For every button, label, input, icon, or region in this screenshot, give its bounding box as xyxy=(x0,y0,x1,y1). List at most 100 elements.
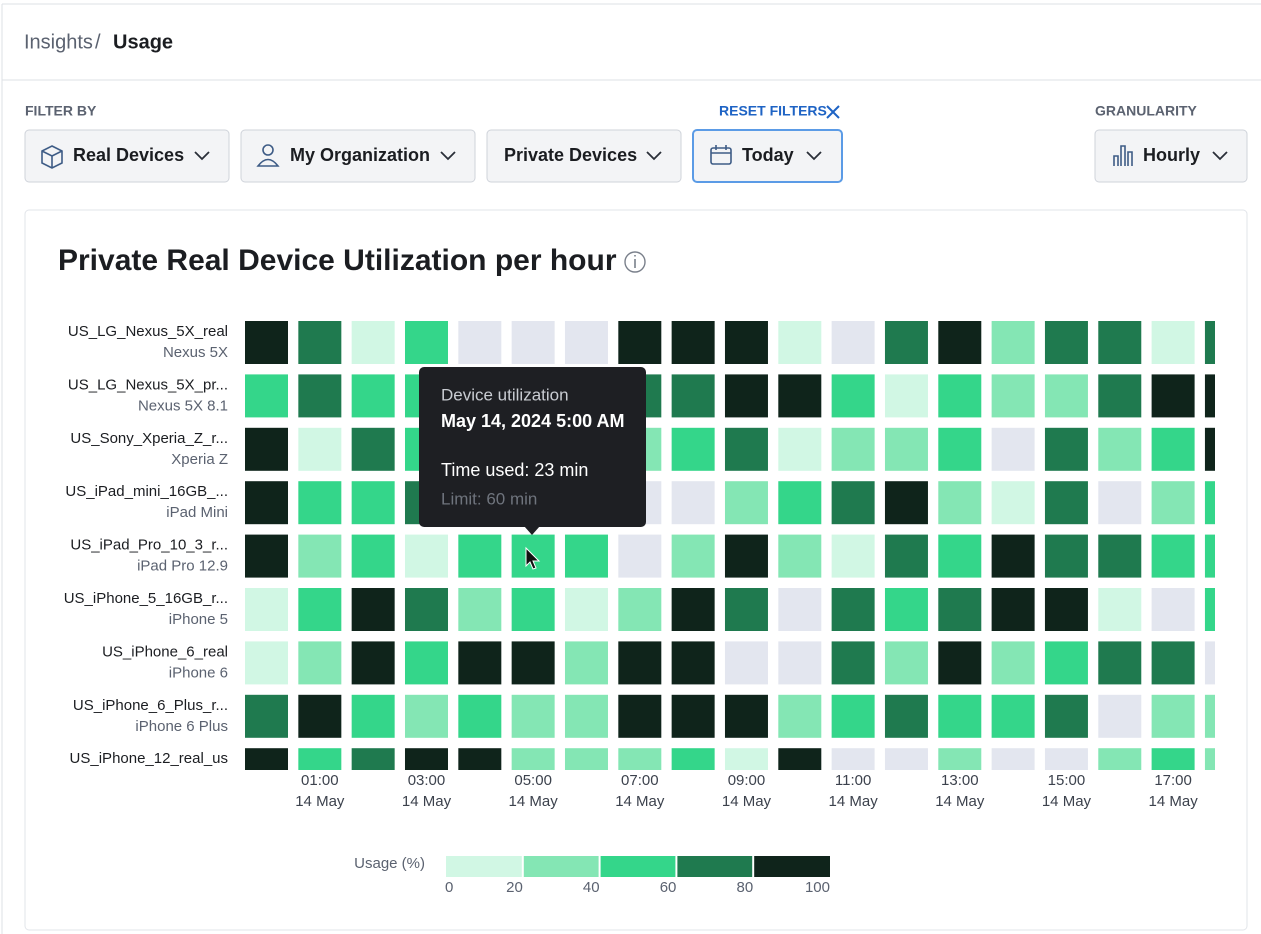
filter-label: FILTER BY xyxy=(25,103,97,119)
empty-cell xyxy=(884,748,928,770)
heatmap-cell xyxy=(351,588,395,631)
x-tick-date: 14 May xyxy=(615,793,665,810)
heatmap-cell xyxy=(564,641,608,685)
heatmap-cell xyxy=(884,534,928,578)
heatmap-cell xyxy=(938,534,982,578)
dropdown-label[interactable]: Real Devices xyxy=(73,145,184,165)
heatmap-cell xyxy=(831,481,875,525)
heatmap-cell xyxy=(1204,748,1215,770)
heatmap-cell xyxy=(245,481,288,525)
dropdown-label[interactable]: Today xyxy=(742,145,794,165)
heatmap-cell xyxy=(404,588,448,631)
heatmap-cell xyxy=(351,481,395,525)
row-name: US_iPhone_12_real_us xyxy=(70,750,228,767)
x-tick-date: 14 May xyxy=(402,793,452,810)
heatmap-cell xyxy=(831,694,875,738)
reset-icon[interactable] xyxy=(826,105,840,119)
dropdown[interactable]: My Organization xyxy=(240,129,476,183)
heatmap-cell xyxy=(724,534,768,578)
heatmap-cell xyxy=(991,588,1035,631)
dropdown[interactable]: Hourly xyxy=(1094,129,1248,183)
heatmap-cell xyxy=(1044,641,1088,685)
cursor xyxy=(525,546,541,570)
x-tick-date: 14 May xyxy=(935,793,985,810)
dropdown-label[interactable]: My Organization xyxy=(290,145,430,165)
reset-filters[interactable]: RESET FILTERS xyxy=(719,103,827,119)
x-tick-date: 14 May xyxy=(1149,793,1199,810)
breadcrumb-parent[interactable]: Insights xyxy=(24,31,93,53)
heatmap-cell xyxy=(884,588,928,631)
heatmap-cell xyxy=(1098,427,1142,471)
legend-tick: 80 xyxy=(737,879,754,896)
empty-cell xyxy=(778,588,822,631)
empty-cell xyxy=(671,481,715,525)
heatmap-cell xyxy=(351,374,395,418)
heatmap-cell xyxy=(298,321,342,364)
legend-swatch xyxy=(446,856,522,877)
heatmap-cell xyxy=(884,694,928,738)
heatmap-cell xyxy=(991,374,1035,418)
legend-tick: 40 xyxy=(583,879,600,896)
heatmap-cell xyxy=(564,534,608,578)
row-name: US_iPhone_5_16GB_r... xyxy=(64,590,228,607)
heatmap-cell xyxy=(618,321,662,364)
empty-cell xyxy=(1098,481,1142,525)
heatmap-cell xyxy=(351,427,395,471)
legend-tick: 60 xyxy=(660,879,677,896)
x-tick-time: 09:00 xyxy=(728,772,766,789)
heatmap-cell xyxy=(351,534,395,578)
heatmap-cell xyxy=(831,374,875,418)
empty-cell xyxy=(458,321,502,364)
heatmap-cell xyxy=(1151,481,1195,525)
x-tick-time: 15:00 xyxy=(1048,772,1086,789)
heatmap-cell xyxy=(991,321,1035,364)
heatmap-cell xyxy=(458,534,502,578)
heatmap-cell xyxy=(511,748,555,770)
heatmap-cell xyxy=(1204,374,1215,418)
heatmap-cell xyxy=(245,427,288,471)
legend-swatch xyxy=(523,856,599,877)
dropdown[interactable]: Real Devices xyxy=(24,129,230,183)
chart-title: Private Real Device Utilization per hour xyxy=(58,244,617,277)
heatmap-cell xyxy=(938,641,982,685)
heatmap-cell xyxy=(404,534,448,578)
heatmap-cell xyxy=(671,641,715,685)
empty-cell xyxy=(564,321,608,364)
granularity-label: GRANULARITY xyxy=(1095,103,1198,119)
heatmap-cell xyxy=(724,427,768,471)
dropdown-label[interactable]: Hourly xyxy=(1143,145,1200,165)
heatmap-cell xyxy=(458,641,502,685)
heatmap-cell xyxy=(778,321,822,364)
legend-swatch xyxy=(677,856,753,877)
heatmap-cell xyxy=(245,748,288,770)
row-model: iPhone 5 xyxy=(169,611,228,628)
empty-cell xyxy=(778,641,822,685)
heatmap-cell xyxy=(1151,374,1195,418)
heatmap-cell xyxy=(1098,748,1142,770)
heatmap-cell xyxy=(351,694,395,738)
x-tick-time: 01:00 xyxy=(301,772,339,789)
heatmap-cell xyxy=(618,588,662,631)
empty-cell xyxy=(511,321,555,364)
empty-cell xyxy=(991,427,1035,471)
row-name: US_iPhone_6_Plus_r... xyxy=(73,697,228,714)
dropdown[interactable]: Private Devices xyxy=(486,129,682,183)
row-model: Xperia Z xyxy=(171,451,228,468)
heatmap-cell xyxy=(778,748,822,770)
heatmap-cell xyxy=(564,588,608,631)
dropdown-label[interactable]: Private Devices xyxy=(504,145,637,165)
heatmap-cell xyxy=(458,694,502,738)
legend-swatch xyxy=(754,856,830,877)
dropdown[interactable]: Today xyxy=(692,129,843,183)
row-name: US_iPad_mini_16GB_... xyxy=(65,483,228,500)
heatmap-cell xyxy=(831,588,875,631)
heatmap-cell xyxy=(245,321,288,364)
heatmap-cell xyxy=(298,427,342,471)
breadcrumb-separator: / xyxy=(95,31,101,53)
heatmap-cell xyxy=(724,748,768,770)
legend-tick: 100 xyxy=(805,879,830,896)
info-icon[interactable] xyxy=(624,251,646,273)
tooltip-limit: Limit: 60 min xyxy=(441,489,537,508)
heatmap-cell xyxy=(1151,694,1195,738)
heatmap-cell xyxy=(458,588,502,631)
